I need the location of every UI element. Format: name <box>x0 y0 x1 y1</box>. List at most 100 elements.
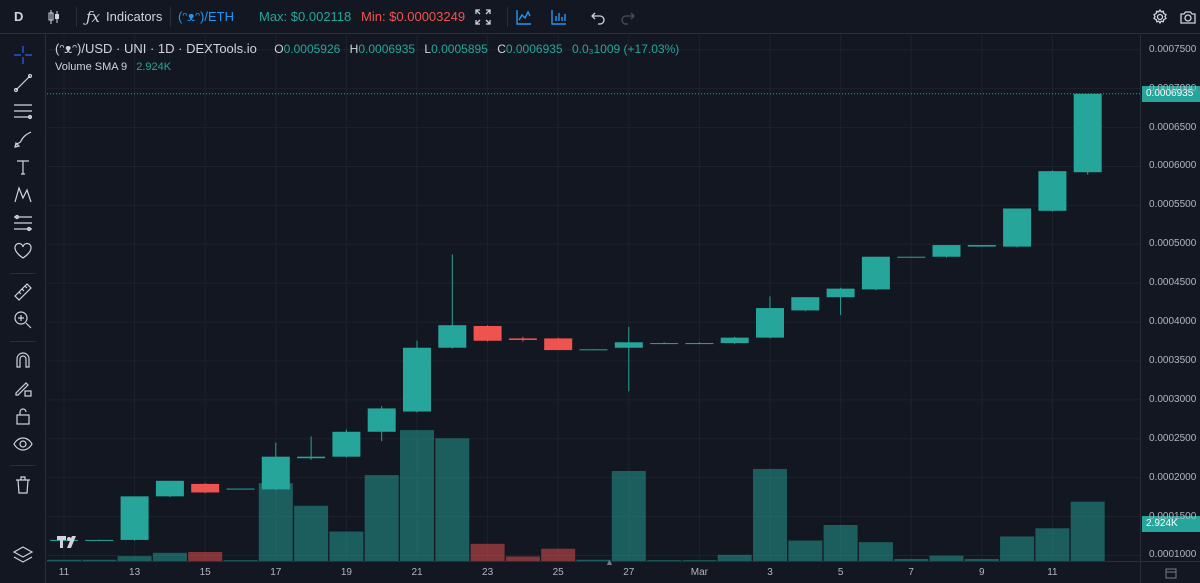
volume-label: Volume SMA 9 <box>55 61 128 73</box>
fullscreen-button[interactable] <box>475 0 491 34</box>
symbol-label: (ᵔᴥᵔ)/ETH <box>178 9 234 24</box>
time-tick-label: 11 <box>58 567 70 578</box>
undo-button[interactable] <box>590 0 606 34</box>
close-value: 0.0006935 <box>505 42 563 56</box>
chart-bars-button[interactable] <box>551 0 567 34</box>
indicators-label: Indicators <box>106 9 163 24</box>
horizontal-lines-tool[interactable] <box>13 101 33 121</box>
candle-body <box>791 297 820 311</box>
toolbar-separator <box>10 341 36 342</box>
crosshair-tool[interactable] <box>13 45 33 65</box>
candle-body <box>155 480 184 497</box>
time-axis[interactable]: ▲ 11 13 15 17 19 21 23 25 27 Mar 3 5 7 9 11 <box>47 557 1140 583</box>
volume-bar <box>152 552 187 561</box>
candle-body <box>579 349 608 351</box>
volume-bar <box>1000 536 1035 561</box>
volume-bar <box>964 558 999 561</box>
close-key: C <box>497 42 506 56</box>
price-tick-label: 0.0003000 <box>1149 393 1197 405</box>
volume-bar <box>294 505 329 561</box>
gear-icon <box>1153 8 1167 24</box>
toolbar-separator <box>10 465 36 466</box>
symbol-button[interactable]: (ᵔᴥᵔ)/ETH <box>178 0 234 34</box>
zoom-tool[interactable] <box>13 310 33 330</box>
eye-icon <box>13 437 33 451</box>
time-tick-label: 3 <box>767 567 773 578</box>
volume-bar <box>188 552 223 561</box>
redo-button[interactable] <box>620 0 636 34</box>
ruler-tool[interactable] <box>13 282 33 302</box>
lock-drawing-tool[interactable] <box>13 378 33 398</box>
trendline-tool[interactable] <box>13 73 33 93</box>
min-price: Min: $0.00003249 <box>361 0 465 34</box>
pattern-tool[interactable] <box>13 185 33 205</box>
low-key: L <box>424 42 432 56</box>
brush-tool[interactable] <box>13 129 33 149</box>
fib-tool[interactable] <box>13 213 33 233</box>
volume-bar <box>823 525 858 561</box>
candle-body <box>826 288 855 298</box>
price-tick-label: 0.0001000 <box>1149 549 1197 561</box>
price-tick-label: 0.0006500 <box>1149 121 1197 133</box>
redo-icon <box>621 12 635 25</box>
toolbar-separator <box>170 6 171 27</box>
candle-type-button[interactable] <box>46 0 62 34</box>
price-tick-label: 0.0007500 <box>1149 43 1197 55</box>
candle-body <box>85 539 114 541</box>
chart-compare-button[interactable] <box>516 0 532 34</box>
lock-tool[interactable] <box>13 406 33 426</box>
volume-bar <box>364 475 399 561</box>
trendline-icon <box>13 73 33 93</box>
fullscreen-icon <box>475 8 491 25</box>
favorites-tool[interactable] <box>13 241 33 261</box>
visibility-tool[interactable] <box>13 434 33 454</box>
price-tick-label: 0.0002500 <box>1149 432 1197 444</box>
price-axis[interactable]: 0.0006935 2.924K 0.0007500 0.0007000 0.000… <box>1140 35 1200 561</box>
pair-title: (ᵔᴥᵔ)/USD · UNI · 1D · DEXTools.io <box>55 41 257 56</box>
candle-body <box>473 325 502 341</box>
volume-bar <box>611 471 646 561</box>
settings-button[interactable] <box>1152 0 1168 34</box>
trash-icon <box>16 476 30 494</box>
candle-body <box>120 496 149 540</box>
max-price: Max: $0.002118 <box>259 0 351 34</box>
volume-bar <box>435 438 470 561</box>
candle-body <box>861 256 890 290</box>
candle-body <box>508 338 537 340</box>
brush-icon <box>14 131 32 148</box>
time-tick-label: 23 <box>482 567 494 578</box>
scroll-to-latest-marker[interactable]: ▲ <box>605 557 614 567</box>
volume-bar <box>82 559 117 561</box>
volume-bar <box>682 560 717 561</box>
undo-icon <box>591 12 605 25</box>
toolbar-separator <box>10 273 36 274</box>
screenshot-button[interactable] <box>1180 0 1196 34</box>
time-tick-label: 9 <box>979 567 985 578</box>
text-tool[interactable] <box>13 157 33 177</box>
zoom-in-icon <box>14 311 32 329</box>
volume-bar <box>929 555 964 561</box>
indicators-button[interactable]: ƒx Indicators <box>86 0 162 34</box>
open-key: O <box>274 42 284 56</box>
time-tick-label: 13 <box>129 567 141 578</box>
candle-body <box>897 256 926 258</box>
volume-legend: Volume SMA 9 2.924K <box>55 61 171 73</box>
candle-body <box>756 308 784 338</box>
top-toolbar: D ƒx Indicators (ᵔᴥᵔ)/ETH Max: $0.002118… <box>0 0 1200 34</box>
object-tree-tool[interactable] <box>13 545 33 565</box>
price-tick-label: 0.0001500 <box>1149 510 1197 522</box>
tradingview-logo-icon <box>57 536 76 548</box>
candlestick-chart[interactable] <box>47 35 1140 561</box>
interval-button[interactable]: D <box>14 0 23 34</box>
volume-bar <box>753 468 787 561</box>
candle-body <box>332 431 361 457</box>
chart-pane[interactable]: (ᵔᴥᵔ)/USD · UNI · 1D · DEXTools.io O 0.00… <box>47 35 1140 561</box>
min-price-label: Min: $0.00003249 <box>361 9 466 24</box>
candle-body <box>544 338 573 351</box>
delete-tool[interactable] <box>13 475 33 495</box>
candle-body <box>367 408 396 432</box>
time-tick-label: 21 <box>411 567 423 578</box>
volume-bar <box>505 556 540 561</box>
candle-body <box>614 342 643 348</box>
magnet-tool[interactable] <box>13 350 33 370</box>
